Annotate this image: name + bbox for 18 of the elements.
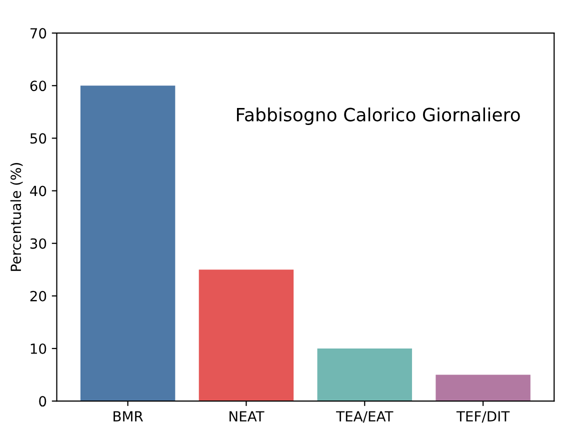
bar xyxy=(317,348,412,402)
y-tick-label: 40 xyxy=(30,186,46,196)
y-tick-label: 50 xyxy=(30,133,46,144)
text: Fabbisogno Calorico Giornaliero xyxy=(237,107,520,125)
x-tick-label: TEF/DIT xyxy=(456,411,510,423)
bar xyxy=(436,374,530,402)
y-tick-label: 30 xyxy=(30,238,46,249)
y-tick-label: 70 xyxy=(30,28,46,39)
bar xyxy=(198,270,294,402)
y-tick-label: 0 xyxy=(39,396,46,407)
bar xyxy=(80,86,176,402)
y-tick-label: 60 xyxy=(30,80,46,92)
y-tick-label: 10 xyxy=(30,343,46,354)
x-tick-label: TEA/EAT xyxy=(336,411,394,423)
y-axis-title: Percentuale (%) xyxy=(10,163,23,271)
x-tick-label: NEAT xyxy=(230,411,264,422)
x-tick-label: BMR xyxy=(114,411,143,422)
y-tick-label: 20 xyxy=(30,290,46,302)
